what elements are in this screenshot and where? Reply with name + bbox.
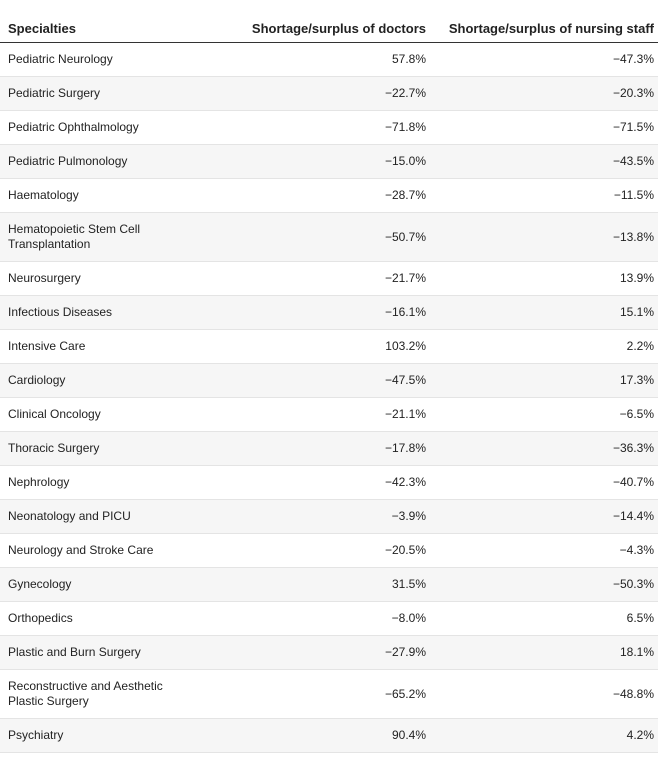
cell-specialty: Orthopedics xyxy=(8,611,73,625)
table-row: Pediatric Neurology 57.8% −47.3% xyxy=(0,43,658,77)
cell-doctors: 103.2% xyxy=(385,339,426,353)
cell-doctors: −8.0% xyxy=(391,611,426,625)
table-row: Neurosurgery −21.7% 13.9% xyxy=(0,262,658,296)
cell-nursing: −36.3% xyxy=(612,441,654,455)
cell-doctors: −42.3% xyxy=(384,475,426,489)
table-row: Haematology −28.7% −11.5% xyxy=(0,179,658,213)
table-row: Psychiatry 90.4% 4.2% xyxy=(0,719,658,753)
cell-specialty: Haematology xyxy=(8,188,79,202)
cell-specialty: Pediatric Neurology xyxy=(8,52,113,66)
cell-nursing: 2.2% xyxy=(626,339,654,353)
cell-specialty: Reconstructive and Aesthetic Plastic Sur… xyxy=(8,679,163,708)
cell-doctors: −22.7% xyxy=(384,86,426,100)
table-row: Cardiology −47.5% 17.3% xyxy=(0,364,658,398)
header-doctors: Shortage/surplus of doctors xyxy=(251,21,426,36)
cell-specialty: Cardiology xyxy=(8,373,66,387)
table-row: Pediatric Ophthalmology −71.8% −71.5% xyxy=(0,111,658,145)
cell-nursing: 17.3% xyxy=(619,373,654,387)
table-row: Plastic and Burn Surgery −27.9% 18.1% xyxy=(0,636,658,670)
cell-doctors: −15.0% xyxy=(384,154,426,168)
cell-nursing: −43.5% xyxy=(612,154,654,168)
cell-doctors: −47.5% xyxy=(384,373,426,387)
cell-nursing: 15.1% xyxy=(619,305,654,319)
cell-doctors: −17.8% xyxy=(384,441,426,455)
table-row: Pediatric Surgery −22.7% −20.3% xyxy=(0,77,658,111)
cell-doctors: −28.7% xyxy=(384,188,426,202)
cell-specialty: Plastic and Burn Surgery xyxy=(8,645,141,659)
cell-specialty: Hematopoietic Stem Cell Transplantation xyxy=(8,222,141,251)
cell-doctors: −3.9% xyxy=(391,509,426,523)
cell-nursing: −48.8% xyxy=(612,686,654,701)
cell-nursing: −40.7% xyxy=(612,475,654,489)
cell-nursing: 4.2% xyxy=(626,728,654,742)
cell-nursing: −11.5% xyxy=(613,188,654,202)
cell-specialty: Pediatric Surgery xyxy=(8,86,101,100)
cell-nursing: 6.5% xyxy=(626,611,654,625)
cell-specialty: Pediatric Pulmonology xyxy=(8,154,128,168)
cell-doctors: −27.9% xyxy=(384,645,426,659)
cell-nursing: 18.1% xyxy=(619,645,654,659)
cell-doctors: −71.8% xyxy=(384,120,426,134)
cell-nursing: −4.3% xyxy=(619,543,654,557)
table-row: Intensive Care 103.2% 2.2% xyxy=(0,330,658,364)
table-row: Pediatric Pulmonology −15.0% −43.5% xyxy=(0,145,658,179)
cell-specialty: Psychiatry xyxy=(8,728,64,742)
table-row: Thoracic Surgery −17.8% −36.3% xyxy=(0,432,658,466)
cell-doctors: −21.1% xyxy=(384,407,426,421)
cell-specialty: Intensive Care xyxy=(8,339,86,353)
cell-specialty: Neonatology and PICU xyxy=(8,509,131,523)
cell-nursing: −20.3% xyxy=(612,86,654,100)
table-header: Specialties Shortage/surplus of doctors … xyxy=(0,0,658,43)
cell-doctors: −50.7% xyxy=(384,229,426,244)
table-row: Hematopoietic Stem Cell Transplantation −… xyxy=(0,213,658,262)
cell-doctors: −16.1% xyxy=(384,305,426,319)
table-row: Infectious Diseases −16.1% 15.1% xyxy=(0,296,658,330)
cell-doctors: −20.5% xyxy=(384,543,426,557)
cell-specialty: Neurology and Stroke Care xyxy=(8,543,154,557)
cell-specialty: Thoracic Surgery xyxy=(8,441,100,455)
cell-specialty: Nephrology xyxy=(8,475,70,489)
cell-nursing: −14.4% xyxy=(612,509,654,523)
header-specialties: Specialties xyxy=(8,21,76,36)
table-row: Neonatology and PICU −3.9% −14.4% xyxy=(0,500,658,534)
cell-doctors: −21.7% xyxy=(384,271,426,285)
cell-nursing: −50.3% xyxy=(612,577,654,591)
table-row: Nephrology −42.3% −40.7% xyxy=(0,466,658,500)
table-row: Gynecology 31.5% −50.3% xyxy=(0,568,658,602)
cell-nursing: 13.9% xyxy=(619,271,654,285)
cell-specialty: Neurosurgery xyxy=(8,271,81,285)
cell-doctors: 57.8% xyxy=(391,52,426,66)
table-row: Orthopedics −8.0% 6.5% xyxy=(0,602,658,636)
cell-doctors: 90.4% xyxy=(391,728,426,742)
cell-specialty: Clinical Oncology xyxy=(8,407,101,421)
table-row: Clinical Oncology −21.1% −6.5% xyxy=(0,398,658,432)
cell-doctors: −65.2% xyxy=(384,686,426,701)
table-row: Neurology and Stroke Care −20.5% −4.3% xyxy=(0,534,658,568)
cell-specialty: Gynecology xyxy=(8,577,72,591)
cell-doctors: 31.5% xyxy=(391,577,426,591)
table-row: Reconstructive and Aesthetic Plastic Sur… xyxy=(0,670,658,719)
cell-nursing: −47.3% xyxy=(612,52,654,66)
cell-nursing: −13.8% xyxy=(612,229,654,244)
table-body: Pediatric Neurology 57.8% −47.3% Pediatric … xyxy=(0,43,658,753)
cell-nursing: −71.5% xyxy=(612,120,654,134)
cell-specialty: Pediatric Ophthalmology xyxy=(8,120,139,134)
cell-nursing: −6.5% xyxy=(619,407,654,421)
cell-specialty: Infectious Diseases xyxy=(8,305,113,319)
header-nursing: Shortage/surplus of nursing staff xyxy=(448,21,654,36)
